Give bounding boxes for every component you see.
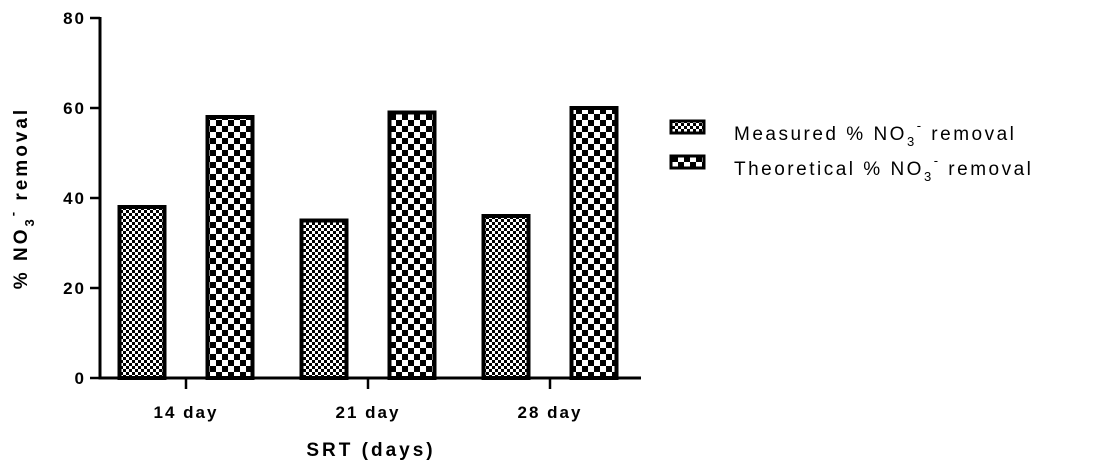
legend: Measured % NO3- removal Theoretical % NO3…	[669, 118, 1033, 184]
bar-group	[205, 115, 255, 380]
x-axis-title: SRT (days)	[306, 440, 435, 461]
bar	[569, 106, 619, 380]
y-tick-label: 40	[63, 189, 86, 208]
bar-group	[569, 106, 619, 380]
x-ticks: 14 day 21 day 28 day	[154, 378, 583, 422]
y-ticks: 0 20 40 60 80	[63, 9, 100, 388]
x-axis: 14 day 21 day 28 day SRT (days)	[98, 376, 641, 461]
legend-label: Measured % NO3- removal	[734, 118, 1016, 149]
y-axis: 0 20 40 60 80 % NO3- removal	[5, 9, 102, 388]
bar	[299, 218, 349, 380]
x-tick-label: 21 day	[336, 403, 401, 422]
y-tick-label: 60	[63, 99, 86, 118]
y-tick-label: 0	[75, 369, 86, 388]
bar-group	[481, 214, 531, 380]
x-tick-label: 28 day	[518, 403, 583, 422]
legend-swatch	[669, 119, 706, 135]
x-tick-label: 14 day	[154, 403, 219, 422]
bar	[117, 205, 167, 380]
bar-group	[299, 218, 349, 380]
legend-label: Theoretical % NO3- removal	[734, 153, 1033, 184]
bars	[117, 106, 619, 380]
y-tick-label: 80	[63, 9, 86, 28]
y-axis-title: % NO3- removal	[5, 107, 37, 289]
bar-group	[387, 110, 437, 380]
bar-group	[117, 205, 167, 380]
y-tick-label: 20	[63, 279, 86, 298]
bar	[481, 214, 531, 380]
legend-swatch	[669, 154, 706, 170]
bar	[205, 115, 255, 380]
bar	[387, 110, 437, 380]
